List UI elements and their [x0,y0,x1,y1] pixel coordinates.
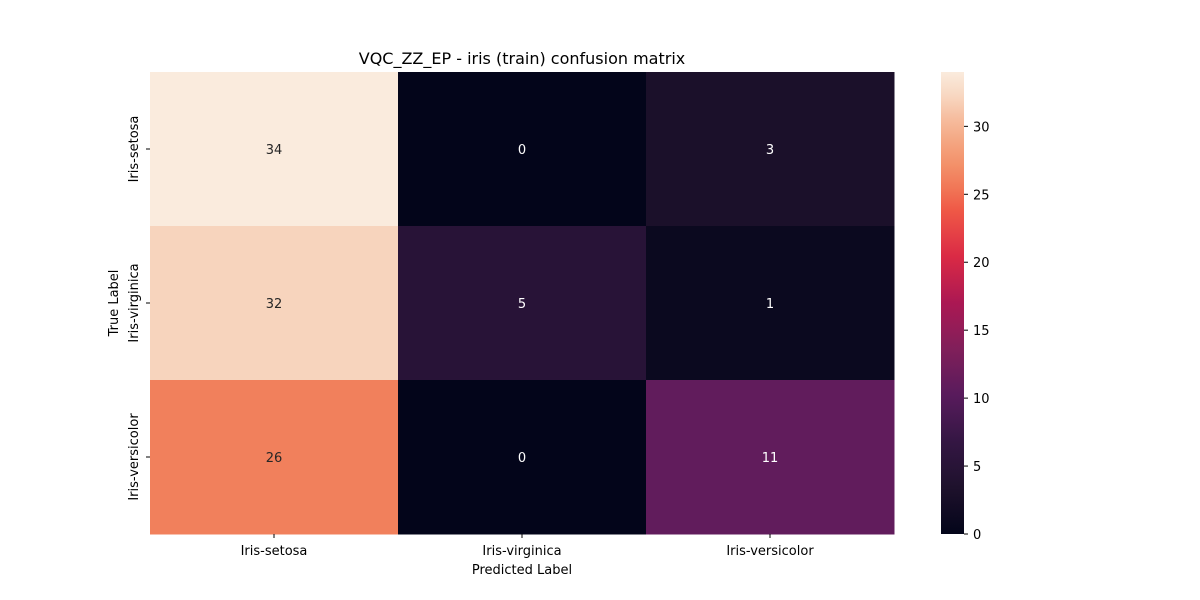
y-axis-label: True Label [107,270,122,338]
colorbar: 0 5 10 15 20 25 30 [941,72,990,543]
colorbar-tick-label: 15 [973,324,990,339]
heatmap-cell [150,72,399,227]
x-axis-ticks: Iris-setosa Iris-virginica Iris-versicolor [241,534,814,559]
y-tick-label: Iris-setosa [127,116,142,183]
x-tick-label: Iris-virginica [482,544,561,559]
colorbar-tick-label: 10 [973,392,990,407]
cell-value-label: 34 [266,143,283,158]
x-axis-label: Predicted Label [472,563,572,578]
heatmap-grid: 34 0 3 32 5 1 26 0 11 [150,72,895,535]
colorbar-tick-label: 5 [973,460,981,475]
cell-value-label: 5 [518,297,526,312]
cell-value-label: 1 [766,297,774,312]
heatmap-cell [150,380,399,535]
x-tick-label: Iris-versicolor [726,544,814,559]
heatmap-cell [398,226,647,381]
colorbar-tick-label: 20 [973,256,990,271]
y-tick-label: Iris-versicolor [127,413,142,501]
cell-value-label: 11 [762,451,779,466]
cell-value-label: 0 [518,143,526,158]
cell-value-label: 32 [266,297,283,312]
heatmap-cell [398,72,647,227]
chart-title: VQC_ZZ_EP - iris (train) confusion matri… [359,49,686,69]
y-axis-ticks: Iris-setosa Iris-virginica Iris-versicolor [127,116,150,501]
cell-value-label: 26 [266,451,283,466]
colorbar-tick-label: 0 [973,528,981,543]
heatmap-cell [398,380,647,535]
colorbar-tick-label: 30 [973,120,990,135]
x-tick-label: Iris-setosa [241,544,308,559]
colorbar-gradient [941,72,964,534]
heatmap-cell [646,380,895,535]
cell-value-label: 0 [518,451,526,466]
cell-value-label: 3 [766,143,774,158]
heatmap-cell [150,226,399,381]
heatmap-cell [646,226,895,381]
y-tick-label: Iris-virginica [127,263,142,342]
heatmap-cell [646,72,895,227]
colorbar-tick-label: 25 [973,188,990,203]
